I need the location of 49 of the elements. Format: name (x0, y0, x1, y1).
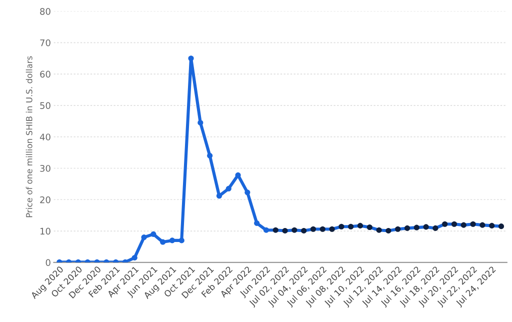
y-tick-label: 40 (40, 134, 50, 140)
y-tick-label: 20 (40, 196, 50, 204)
point (198, 120, 204, 126)
y-tick-label: 80 (40, 8, 50, 15)
y-tick-label: 60 (40, 70, 50, 78)
point (160, 239, 166, 245)
point (310, 226, 316, 232)
y-axis-title: Price of one million SHIB in U.S. dollars (26, 56, 32, 218)
point (480, 222, 486, 228)
point (432, 225, 438, 231)
point (244, 190, 250, 196)
point (451, 221, 458, 227)
point (470, 221, 476, 227)
point (188, 56, 194, 62)
point (357, 222, 364, 228)
point (498, 224, 504, 230)
point (132, 254, 138, 260)
y-tick-label: 30 (40, 164, 50, 172)
point (414, 224, 420, 230)
point (169, 238, 175, 244)
point (282, 228, 288, 234)
point (348, 224, 354, 230)
point (254, 220, 260, 226)
point (150, 231, 156, 237)
point (404, 225, 410, 231)
point (423, 224, 429, 230)
point (386, 228, 392, 234)
y-tick-label: 50 (40, 102, 50, 110)
point (376, 227, 382, 233)
point (272, 227, 278, 233)
point (366, 224, 372, 230)
point (263, 227, 269, 233)
point (141, 234, 147, 240)
point (207, 152, 213, 158)
point (320, 226, 326, 232)
point (226, 186, 232, 192)
y-tick-label: 10 (40, 228, 50, 235)
point (489, 222, 495, 228)
point (178, 238, 184, 244)
y-tick-label: 70 (40, 39, 50, 46)
point (301, 228, 307, 234)
point (338, 224, 344, 230)
point (460, 222, 466, 228)
point (292, 227, 298, 233)
y-tick-label: 0 (46, 259, 50, 266)
point (442, 221, 448, 227)
point (329, 226, 335, 232)
point (395, 226, 401, 232)
point (216, 193, 222, 199)
